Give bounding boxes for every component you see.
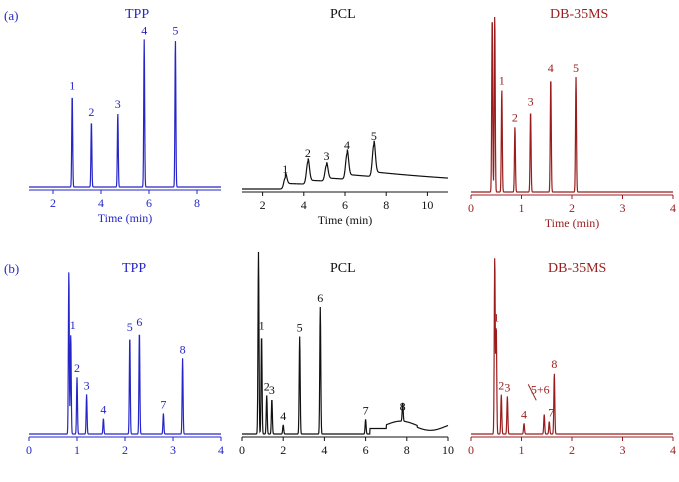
- peak-label: 3: [115, 97, 121, 111]
- x-axis-label: Time (min): [98, 211, 153, 225]
- peak-label: 8: [551, 357, 557, 371]
- series-line-TPP: [29, 272, 221, 435]
- peak-label: 5+6: [531, 382, 550, 396]
- peak-label: 5: [371, 129, 377, 143]
- peak-label: 6: [317, 291, 323, 305]
- x-tick-label: 2: [122, 443, 128, 457]
- x-tick-label: 2: [50, 196, 56, 210]
- peak-label: 4: [548, 61, 554, 75]
- peak-label: 5: [172, 23, 178, 37]
- peak-label: 6: [136, 315, 142, 329]
- peak-label: 4: [521, 407, 527, 421]
- peak-label: 1: [259, 319, 265, 333]
- x-tick-label: 2: [569, 201, 575, 215]
- chart-title: PCL: [330, 261, 356, 276]
- panel-label-a: (a): [4, 8, 18, 23]
- x-tick-label: 10: [442, 443, 454, 457]
- peak-label: 1: [69, 78, 75, 92]
- chart-title: TPP: [122, 261, 146, 276]
- peak-label: 3: [504, 380, 510, 394]
- x-axis-label: Time (min): [545, 216, 600, 230]
- x-tick-label: 8: [383, 198, 389, 212]
- x-tick-label: 6: [363, 443, 369, 457]
- x-tick-label: 4: [218, 443, 224, 457]
- x-tick-label: 4: [670, 443, 676, 457]
- x-tick-label: 4: [321, 443, 327, 457]
- peak-label: 4: [344, 138, 350, 152]
- x-tick-label: 1: [519, 201, 525, 215]
- x-tick-label: 10: [421, 198, 433, 212]
- x-axis-label: Time (min): [318, 213, 373, 227]
- peak-label: 2: [74, 361, 80, 375]
- x-tick-label: 4: [301, 198, 307, 212]
- peak-label: 1: [282, 162, 288, 176]
- peak-label: 2: [264, 379, 270, 393]
- peak-label: 1: [493, 311, 499, 325]
- x-tick-label: 2: [260, 198, 266, 212]
- x-tick-label: 1: [74, 443, 80, 457]
- peak-label: 2: [512, 111, 518, 125]
- x-tick-label: 0: [239, 443, 245, 457]
- peak-label: 4: [100, 403, 106, 417]
- annotation-arrow: [527, 384, 537, 401]
- series-line-PCL: [242, 251, 449, 435]
- x-tick-label: 0: [26, 443, 32, 457]
- series-line-PCL: [242, 140, 449, 190]
- peak-label: 7: [160, 397, 166, 411]
- x-tick-label: 2: [569, 443, 575, 457]
- x-tick-label: 8: [194, 196, 200, 210]
- x-tick-label: 3: [620, 201, 626, 215]
- x-tick-label: 3: [620, 443, 626, 457]
- peak-label: 5: [297, 320, 303, 334]
- peak-label: 3: [269, 383, 275, 397]
- x-tick-label: 4: [670, 201, 676, 215]
- peak-label: 3: [323, 149, 329, 163]
- chart-title: DB-35MS: [548, 261, 606, 276]
- peak-label: 7: [363, 403, 369, 417]
- panel-label-b: (b): [4, 261, 19, 276]
- x-tick-label: 6: [146, 196, 152, 210]
- peak-label: 3: [84, 378, 90, 392]
- peak-label: 8: [180, 342, 186, 356]
- peak-label: 5: [573, 61, 579, 75]
- peak-label: 5: [127, 320, 133, 334]
- x-tick-label: 2: [280, 443, 286, 457]
- peak-label: 7: [548, 405, 554, 419]
- series-line-DB-35MS: [471, 258, 673, 435]
- peak-label: 1: [70, 318, 76, 332]
- peak-label: 4: [280, 409, 286, 423]
- peak-label: 1: [499, 73, 505, 87]
- peak-label: 2: [88, 105, 94, 119]
- chart-title: DB-35MS: [550, 7, 608, 22]
- peak-label: 2: [498, 379, 504, 393]
- peak-label: 2: [305, 146, 311, 160]
- x-tick-label: 0: [468, 201, 474, 215]
- x-tick-label: 3: [170, 443, 176, 457]
- series-line-DB-35MS: [471, 16, 673, 193]
- x-tick-label: 8: [404, 443, 410, 457]
- x-tick-label: 4: [98, 196, 104, 210]
- x-tick-label: 6: [342, 198, 348, 212]
- peak-label: 4: [141, 23, 147, 37]
- peak-label: 3: [528, 95, 534, 109]
- chart-title: PCL: [330, 7, 356, 22]
- chart-title: TPP: [125, 7, 149, 22]
- peak-label: 8: [400, 400, 406, 414]
- x-tick-label: 0: [468, 443, 474, 457]
- series-line-TPP: [29, 39, 221, 188]
- x-tick-label: 1: [519, 443, 525, 457]
